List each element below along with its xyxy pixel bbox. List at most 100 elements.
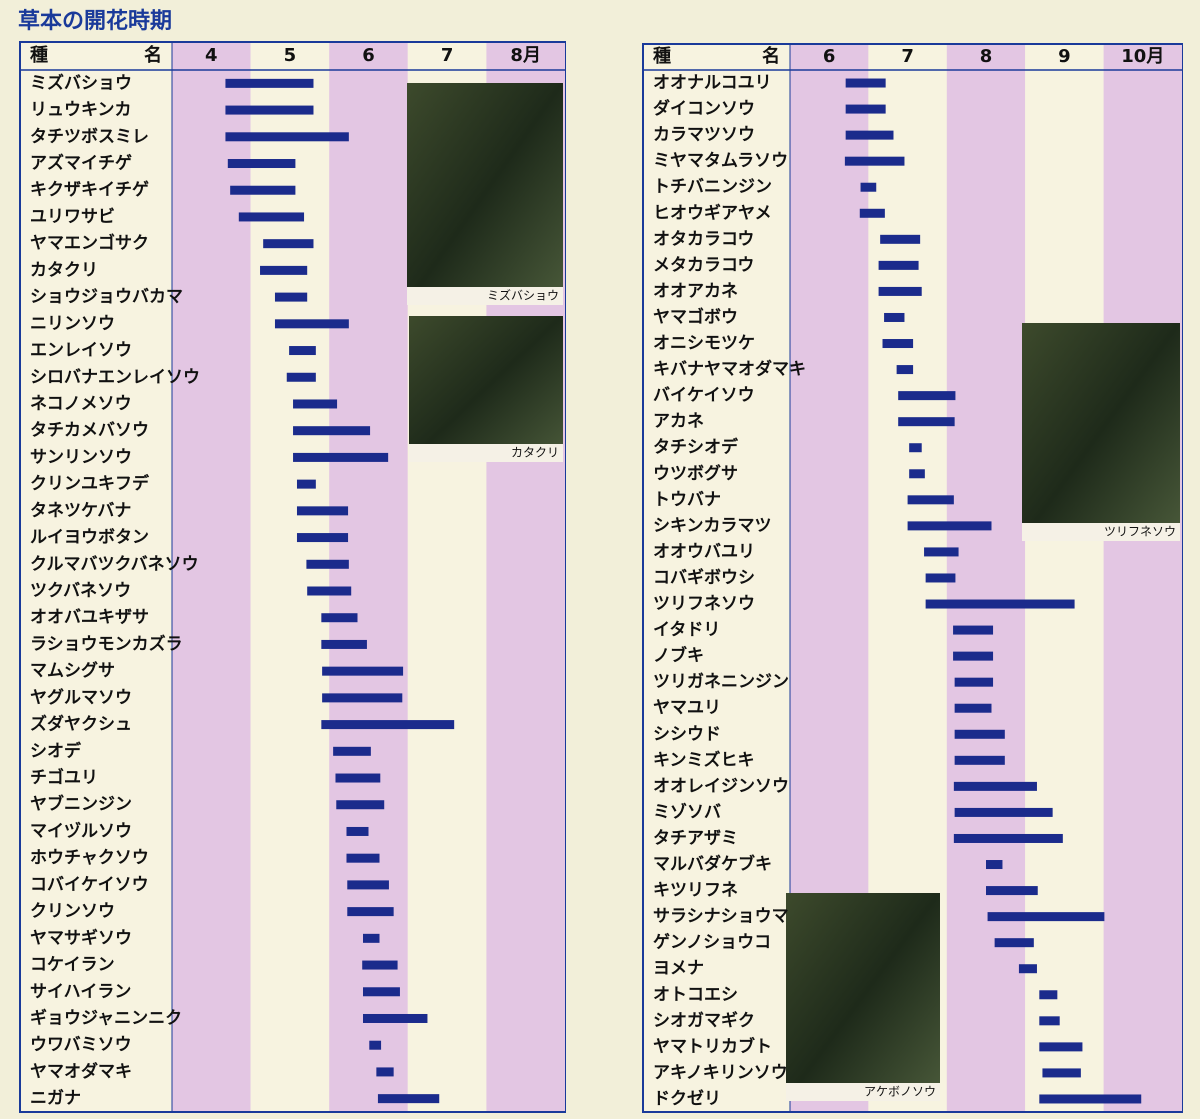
category-label: ゲンノショウコ: [653, 932, 771, 953]
bloom-bar: [369, 1040, 382, 1050]
bloom-bar: [954, 677, 994, 687]
bloom-bar: [225, 132, 349, 142]
x-tick-label: 4: [205, 45, 218, 66]
category-label: バイケイソウ: [653, 386, 755, 406]
bloom-bar: [884, 312, 905, 322]
category-label: シロバナエンレイソウ: [30, 367, 200, 387]
category-label: ツリガネニンジン: [653, 672, 789, 692]
category-label: ネコノメソウ: [30, 394, 132, 414]
bloom-bar: [230, 185, 296, 195]
bloom-bar: [335, 773, 381, 783]
bloom-bar: [953, 651, 994, 661]
bloom-bar: [1018, 964, 1037, 974]
category-label: ニリンソウ: [30, 314, 115, 334]
category-label: イタドリ: [653, 620, 720, 640]
bloom-bar: [347, 907, 394, 917]
category-label: ヨメナ: [653, 959, 704, 979]
category-label: カラマツソウ: [653, 125, 755, 145]
bloom-bar: [362, 933, 380, 943]
category-label: カタクリ: [30, 260, 98, 280]
bloom-bar: [878, 260, 919, 270]
bloom-bar: [954, 703, 992, 713]
bloom-bar: [925, 573, 956, 583]
category-label: ウツボグサ: [653, 463, 738, 484]
bloom-bar: [909, 469, 925, 479]
category-label: サラシナショウマ: [653, 907, 789, 927]
name-header: 種: [653, 45, 671, 67]
x-tick-label: 7: [441, 45, 454, 66]
bloom-bar: [362, 987, 400, 997]
category-label: オオウバユリ: [653, 542, 755, 562]
bloom-bar: [845, 104, 886, 114]
bloom-bar: [924, 547, 959, 557]
bloom-bar: [227, 159, 296, 169]
month-column: [250, 43, 330, 1111]
bloom-bar: [347, 880, 389, 890]
bloom-bar: [1042, 1068, 1081, 1078]
x-tick-label: 10月: [1121, 46, 1164, 67]
category-label: オタカラコウ: [653, 229, 754, 249]
category-label: ヒオウギアヤメ: [653, 203, 772, 223]
category-label: シオガマギク: [653, 1011, 755, 1031]
category-label: キンミズヒキ: [653, 749, 755, 770]
bloom-bar: [346, 826, 369, 836]
bloom-bar: [907, 495, 954, 505]
bloom-bar: [260, 265, 308, 275]
category-label: チゴユリ: [30, 767, 98, 788]
photo-caption: カタクリ: [511, 446, 559, 460]
month-column: [946, 45, 1026, 1111]
bloom-bar: [898, 391, 956, 401]
category-label: クルマバツクバネソウ: [30, 554, 199, 574]
bloom-bar: [296, 506, 349, 516]
bloom-bar: [1039, 1016, 1060, 1026]
bloom-bar: [844, 156, 905, 166]
name-header: 名: [762, 45, 780, 67]
photo: [786, 893, 940, 1101]
bloom-bar: [321, 720, 455, 730]
category-label: シシウド: [653, 724, 721, 744]
category-label: シキンカラマツ: [653, 516, 772, 536]
x-tick-label: 9: [1058, 46, 1071, 67]
bloom-bar: [296, 533, 349, 543]
bloom-bar: [845, 130, 894, 140]
bloom-bar: [225, 78, 314, 88]
category-label: ミヤマタムラソウ: [653, 151, 788, 171]
category-label: ドクゼリ: [653, 1088, 721, 1109]
category-label: ニガナ: [30, 1089, 81, 1109]
category-label: ホウチャクソウ: [30, 848, 149, 868]
category-label: マムシグサ: [30, 660, 115, 681]
category-label: シオデ: [30, 740, 82, 761]
bloom-bar: [1039, 990, 1058, 1000]
month-column: [1025, 45, 1104, 1111]
category-label: サイハイラン: [30, 982, 131, 1002]
bloom-bar: [994, 938, 1034, 948]
category-label: ラショウモンカズラ: [30, 633, 183, 654]
category-label: ヤマユリ: [653, 698, 721, 718]
category-label: キツリフネ: [653, 881, 738, 901]
category-label: キクザキイチゲ: [30, 179, 149, 200]
bloom-bar: [878, 286, 922, 296]
bloom-bar: [346, 853, 380, 863]
bloom-bar: [898, 417, 955, 427]
bloom-bar: [263, 239, 314, 249]
name-header: 名: [144, 44, 162, 66]
x-tick-label: 8月: [510, 45, 541, 66]
category-label: ミゾソバ: [653, 802, 721, 822]
category-label: オニシモツケ: [653, 334, 755, 354]
x-tick-label: 5: [284, 45, 297, 66]
bloom-bar: [377, 1094, 440, 1104]
bloom-bar: [953, 625, 994, 635]
category-label: オトコエシ: [653, 985, 738, 1005]
bloom-bar: [274, 292, 308, 302]
month-column: [329, 43, 408, 1111]
bloom-bar: [1039, 1042, 1083, 1052]
category-label: ヤマゴボウ: [653, 306, 738, 327]
category-label: ヤマオダマキ: [30, 1061, 132, 1082]
category-label: ツクバネソウ: [30, 581, 131, 601]
category-label: コバイケイソウ: [30, 875, 149, 895]
bloom-bar: [274, 319, 349, 329]
category-label: ショウジョウバカマ: [30, 287, 183, 307]
bloom-bar: [987, 912, 1105, 922]
